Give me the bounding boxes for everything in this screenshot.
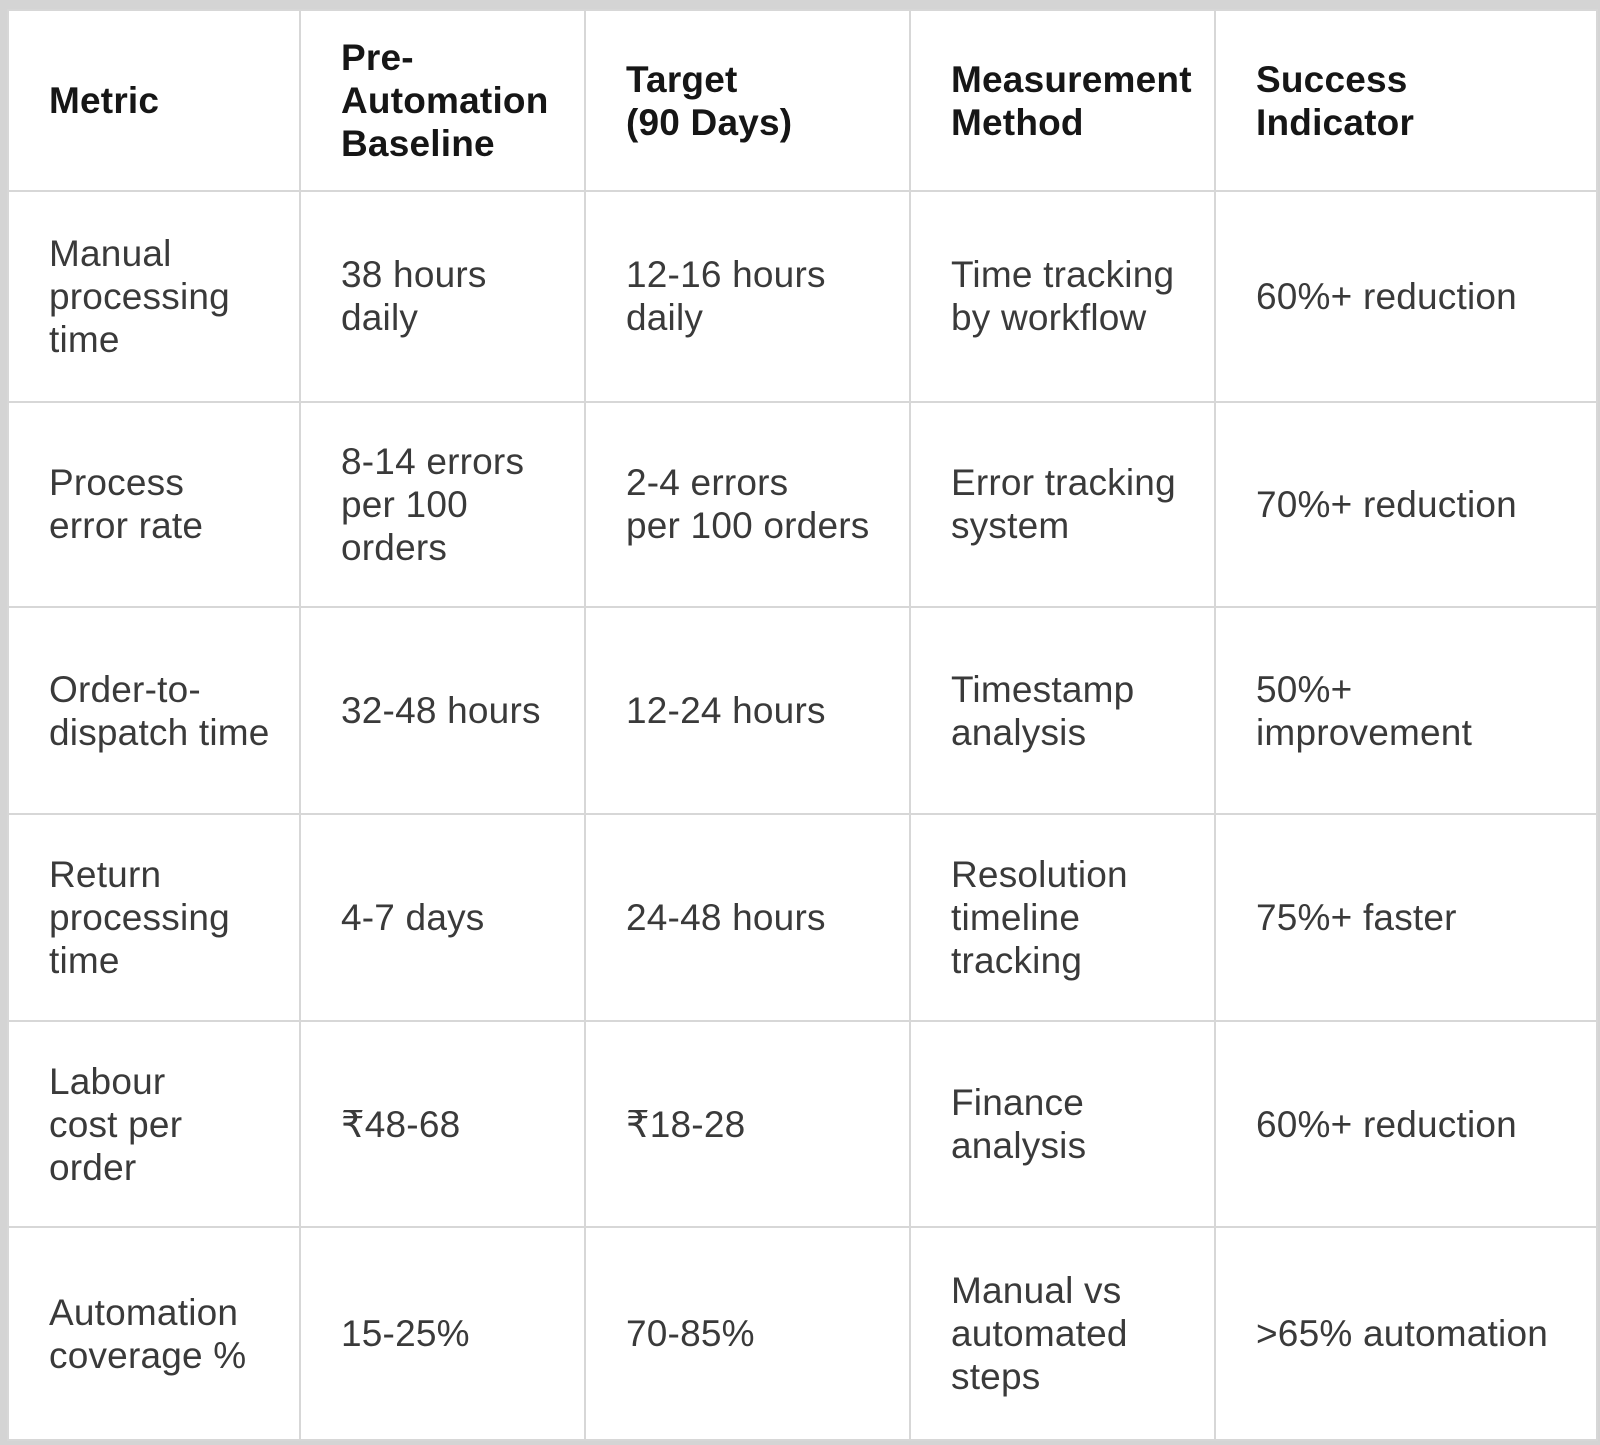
table-cell: 24-48 hours [584, 813, 911, 1022]
table-cell: 50%+ improvement [1214, 605, 1598, 816]
table-cell: Finance analysis [909, 1019, 1216, 1229]
table-cell: Timestamp analysis [909, 605, 1216, 816]
table-cell: Resolution timeline tracking [909, 813, 1216, 1022]
table-row: Labour cost per order ₹48-68 ₹18-28 Fina… [7, 1019, 1598, 1229]
table-cell: Order-to- dispatch time [7, 605, 301, 816]
table-row: Manual processing time 38 hours daily 12… [7, 190, 1598, 403]
table-cell: Time tracking by workflow [909, 190, 1216, 403]
table-cell: Error tracking system [909, 400, 1216, 608]
table-row: Automation coverage % 15-25% 70-85% Manu… [7, 1226, 1598, 1441]
table-cell: Process error rate [7, 400, 301, 608]
table-cell: ₹48-68 [299, 1019, 586, 1229]
header-target-90-days: Target (90 Days) [584, 9, 911, 192]
header-metric: Metric [7, 9, 301, 192]
table-cell: 38 hours daily [299, 190, 586, 403]
table-cell: 32-48 hours [299, 605, 586, 816]
table-cell: Manual processing time [7, 190, 301, 403]
table-row: Process error rate 8-14 errors per 100 o… [7, 400, 1598, 608]
table-header-row: Metric Pre- Automation Baseline Target (… [7, 9, 1598, 192]
table-cell: 60%+ reduction [1214, 190, 1598, 403]
table-cell: Return processing time [7, 813, 301, 1022]
table-cell: >65% automation [1214, 1226, 1598, 1441]
table-cell: 70%+ reduction [1214, 400, 1598, 608]
table-cell: Labour cost per order [7, 1019, 301, 1229]
header-success-indicator: Success Indicator [1214, 9, 1598, 192]
table-row: Return processing time 4-7 days 24-48 ho… [7, 813, 1598, 1022]
automation-metrics-table: Metric Pre- Automation Baseline Target (… [7, 9, 1598, 1441]
table-cell: 2-4 errors per 100 orders [584, 400, 911, 608]
table-cell: 12-16 hours daily [584, 190, 911, 403]
table-cell: Automation coverage % [7, 1226, 301, 1441]
table-cell: 75%+ faster [1214, 813, 1598, 1022]
table-cell: 12-24 hours [584, 605, 911, 816]
table-cell: 15-25% [299, 1226, 586, 1441]
header-measurement-method: Measurement Method [909, 9, 1216, 192]
header-pre-automation-baseline: Pre- Automation Baseline [299, 9, 586, 192]
table-cell: 4-7 days [299, 813, 586, 1022]
table-cell: Manual vs automated steps [909, 1226, 1216, 1441]
table-cell: 70-85% [584, 1226, 911, 1441]
table-cell: 60%+ reduction [1214, 1019, 1598, 1229]
table-cell: ₹18-28 [584, 1019, 911, 1229]
table-cell: 8-14 errors per 100 orders [299, 400, 586, 608]
table-row: Order-to- dispatch time 32-48 hours 12-2… [7, 605, 1598, 816]
